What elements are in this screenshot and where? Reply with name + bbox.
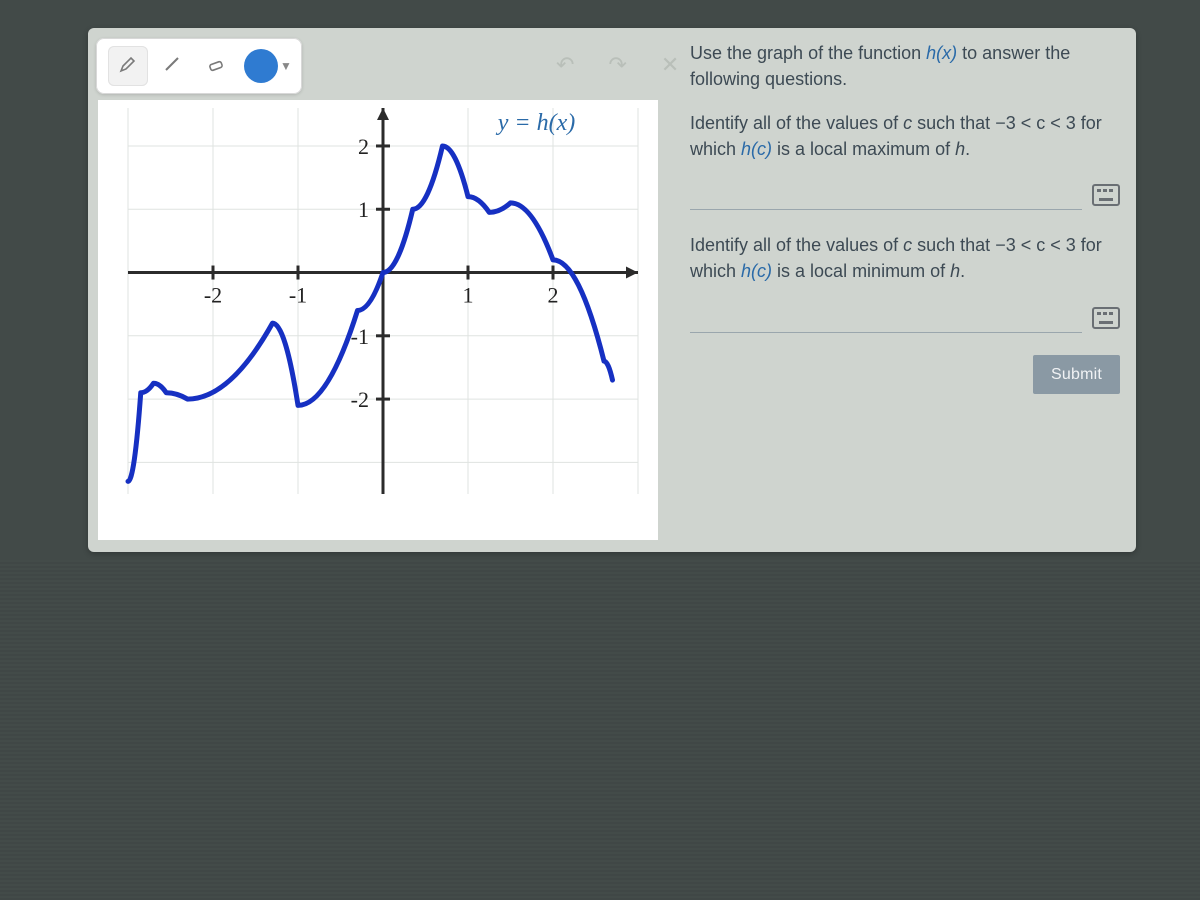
answer-input-1[interactable] bbox=[690, 180, 1082, 210]
pencil-tool[interactable] bbox=[108, 46, 148, 86]
answer-input-2[interactable] bbox=[690, 303, 1082, 333]
graph-panel: -2-112-2-112y = h(x) bbox=[98, 100, 658, 540]
q1-var: c bbox=[903, 113, 912, 133]
q2-var: c bbox=[903, 235, 912, 255]
line-tool[interactable] bbox=[152, 46, 192, 86]
question-column: Use the graph of the function h(x) to an… bbox=[690, 40, 1120, 394]
svg-text:-2: -2 bbox=[204, 283, 222, 308]
q2-end: is a local minimum of bbox=[772, 261, 950, 281]
q1-prefix: Identify all of the values of bbox=[690, 113, 903, 133]
eraser-icon bbox=[206, 54, 226, 79]
svg-text:1: 1 bbox=[358, 197, 369, 222]
svg-text:1: 1 bbox=[463, 283, 474, 308]
q2-mid: such that bbox=[912, 235, 995, 255]
q1-mid: such that bbox=[912, 113, 995, 133]
svg-text:-2: -2 bbox=[351, 387, 369, 412]
chevron-down-icon[interactable]: ▼ bbox=[280, 59, 292, 73]
history-controls: ↶ ↷ ✕ bbox=[556, 52, 679, 78]
redo-icon[interactable]: ↷ bbox=[608, 52, 626, 78]
background-texture bbox=[0, 560, 1200, 900]
svg-text:-1: -1 bbox=[289, 283, 307, 308]
question-2: Identify all of the values of c such tha… bbox=[690, 232, 1120, 284]
keyboard-icon[interactable] bbox=[1092, 307, 1120, 329]
q2-fn: h(c) bbox=[741, 261, 772, 281]
q2-range: −3 < c < 3 bbox=[995, 235, 1076, 255]
intro-prefix: Use the graph of the function bbox=[690, 43, 926, 63]
svg-text:y = h(x): y = h(x) bbox=[496, 110, 575, 136]
svg-text:2: 2 bbox=[358, 134, 369, 159]
q1-end: is a local maximum of bbox=[772, 139, 955, 159]
app-panel: ▼ ↶ ↷ ✕ -2-112-2-112y = h(x) Use the gra… bbox=[88, 28, 1136, 552]
drawing-toolbar: ▼ bbox=[96, 38, 302, 94]
q2-period: . bbox=[960, 261, 965, 281]
eraser-tool[interactable] bbox=[196, 46, 236, 86]
undo-icon[interactable]: ↶ bbox=[556, 52, 574, 78]
answer-row-1 bbox=[690, 180, 1120, 210]
close-icon[interactable]: ✕ bbox=[661, 52, 679, 78]
svg-text:2: 2 bbox=[548, 283, 559, 308]
intro-text: Use the graph of the function h(x) to an… bbox=[690, 40, 1120, 92]
pencil-icon bbox=[118, 54, 138, 79]
q1-range: −3 < c < 3 bbox=[995, 113, 1076, 133]
q2-prefix: Identify all of the values of bbox=[690, 235, 903, 255]
keyboard-icon[interactable] bbox=[1092, 184, 1120, 206]
q1-fn: h(c) bbox=[741, 139, 772, 159]
q1-of: h bbox=[955, 139, 965, 159]
q2-of: h bbox=[950, 261, 960, 281]
question-1: Identify all of the values of c such tha… bbox=[690, 110, 1120, 162]
color-swatch[interactable] bbox=[244, 49, 278, 83]
intro-fn: h(x) bbox=[926, 43, 957, 63]
q1-period: . bbox=[965, 139, 970, 159]
submit-button[interactable]: Submit bbox=[1033, 355, 1120, 394]
line-icon bbox=[162, 54, 182, 79]
graph-svg: -2-112-2-112y = h(x) bbox=[98, 100, 658, 540]
answer-row-2 bbox=[690, 303, 1120, 333]
